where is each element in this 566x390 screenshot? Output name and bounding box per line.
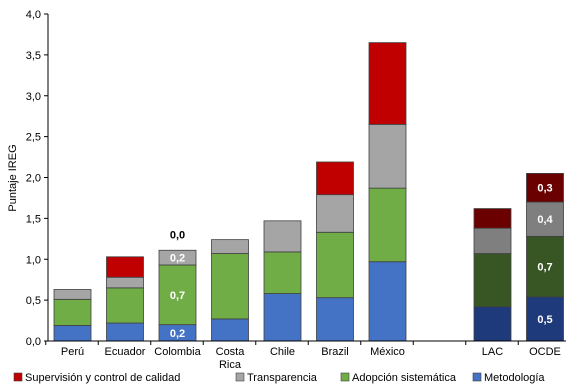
legend-item-adopcion-sistematica: Adopción sistemática xyxy=(340,372,457,384)
legend-swatch xyxy=(472,372,482,382)
legend-label: Metodología xyxy=(484,372,545,384)
y-tick-label: 1,5 xyxy=(26,213,41,225)
bar-segment-supervision-y-control-de-calidad xyxy=(368,42,407,125)
bar-segment-supervision-y-control-de-calidad xyxy=(473,208,512,229)
bar-segment-metodologia xyxy=(211,318,249,342)
x-category-label: Brazil xyxy=(321,346,349,358)
bar-segment-supervision-y-control-de-calidad xyxy=(106,256,144,278)
x-category-label: México xyxy=(370,346,405,358)
x-category-label: Ecuador xyxy=(105,346,146,358)
data-label: 0,7 xyxy=(537,262,552,274)
bar-segment-adopcion-sistematica xyxy=(211,253,249,320)
y-tick-label: 2,5 xyxy=(26,132,41,144)
bar-segment-transparencia xyxy=(368,123,407,189)
bar-segment-transparencia xyxy=(53,289,92,300)
bar-segment-transparencia xyxy=(263,220,302,253)
data-label: 0,0 xyxy=(170,229,185,241)
legend-label: Transparencia xyxy=(247,372,318,384)
y-axis: 0,0 0,5 1,0 1,5 2,0 2,5 3,0 3,5 4,0 xyxy=(26,9,49,348)
y-tick-label: 3,0 xyxy=(26,91,41,103)
bar-segment-metodologia xyxy=(316,297,354,342)
data-label: 0,5 xyxy=(537,314,552,326)
bar-segment-transparencia xyxy=(526,201,564,237)
legend-item-metodologia: Metodología xyxy=(472,372,545,384)
y-tick-label: 0,0 xyxy=(26,336,41,348)
legend-item-transparencia: Transparencia xyxy=(235,372,318,384)
bar-segment-transparencia xyxy=(473,227,512,254)
legend-item-supervision-y-control-de-calidad: Supervisión y control de calidad xyxy=(13,372,180,384)
y-tick-label: 2,0 xyxy=(26,173,41,185)
bar-segment-transparencia xyxy=(158,249,197,266)
legend-swatch xyxy=(235,372,245,382)
bar-segment-adopcion-sistematica xyxy=(263,251,302,294)
bar-segment-metodologia xyxy=(263,293,302,342)
data-label: 0,4 xyxy=(537,214,553,226)
x-category-label: Colombia xyxy=(154,346,201,358)
bar-segment-supervision-y-control-de-calidad xyxy=(316,161,354,196)
y-tick-label: 3,5 xyxy=(26,50,41,62)
data-label: 0,7 xyxy=(170,290,185,302)
data-labels: 0,2 0,7 0,2 0,0 0,5 0,7 0,4 0,3 xyxy=(170,183,554,340)
legend-label: Supervisión y control de calidad xyxy=(25,372,180,384)
y-tick-label: 1,0 xyxy=(26,254,41,266)
legend-label: Adopción sistemática xyxy=(352,372,457,384)
data-label: 0,3 xyxy=(537,183,552,195)
legend: Supervisión y control de calidad Transpar… xyxy=(13,372,545,384)
bar-segment-transparencia xyxy=(106,276,144,289)
bar-segment-adopcion-sistematica xyxy=(158,264,197,326)
bar-segment-supervision-y-control-de-calidad xyxy=(526,173,564,203)
bar-segment-transparencia xyxy=(316,194,354,233)
y-axis-label: Puntaje IREG xyxy=(7,144,19,211)
x-category-label: OCDE xyxy=(529,346,561,358)
bar-segment-adopcion-sistematica xyxy=(316,231,354,299)
bar-segment-adopcion-sistematica xyxy=(526,235,564,298)
bar-segment-metodologia xyxy=(368,261,407,342)
x-category-label: LAC xyxy=(482,346,503,358)
x-category-label: Costa xyxy=(216,346,246,358)
bar-segment-metodologia xyxy=(53,325,92,342)
bar-segment-transparencia xyxy=(211,239,249,254)
y-tick-label: 0,5 xyxy=(26,295,41,307)
data-label: 0,2 xyxy=(170,328,185,340)
x-category-label: Perú xyxy=(61,346,84,358)
bar-segment-adopcion-sistematica xyxy=(106,287,144,324)
bars xyxy=(53,42,564,342)
legend-swatch xyxy=(340,372,350,382)
data-label: 0,2 xyxy=(170,253,185,265)
legend-swatch xyxy=(13,372,23,382)
bar-segment-adopcion-sistematica xyxy=(53,298,92,326)
bar-segment-adopcion-sistematica xyxy=(368,187,407,263)
y-tick-label: 4,0 xyxy=(26,9,41,21)
x-category-label: Chile xyxy=(270,346,295,358)
bar-segment-metodologia xyxy=(473,306,512,342)
bar-segment-metodologia xyxy=(106,322,144,342)
bar-segment-adopcion-sistematica xyxy=(473,253,512,308)
x-category-label: Rica xyxy=(219,359,242,371)
